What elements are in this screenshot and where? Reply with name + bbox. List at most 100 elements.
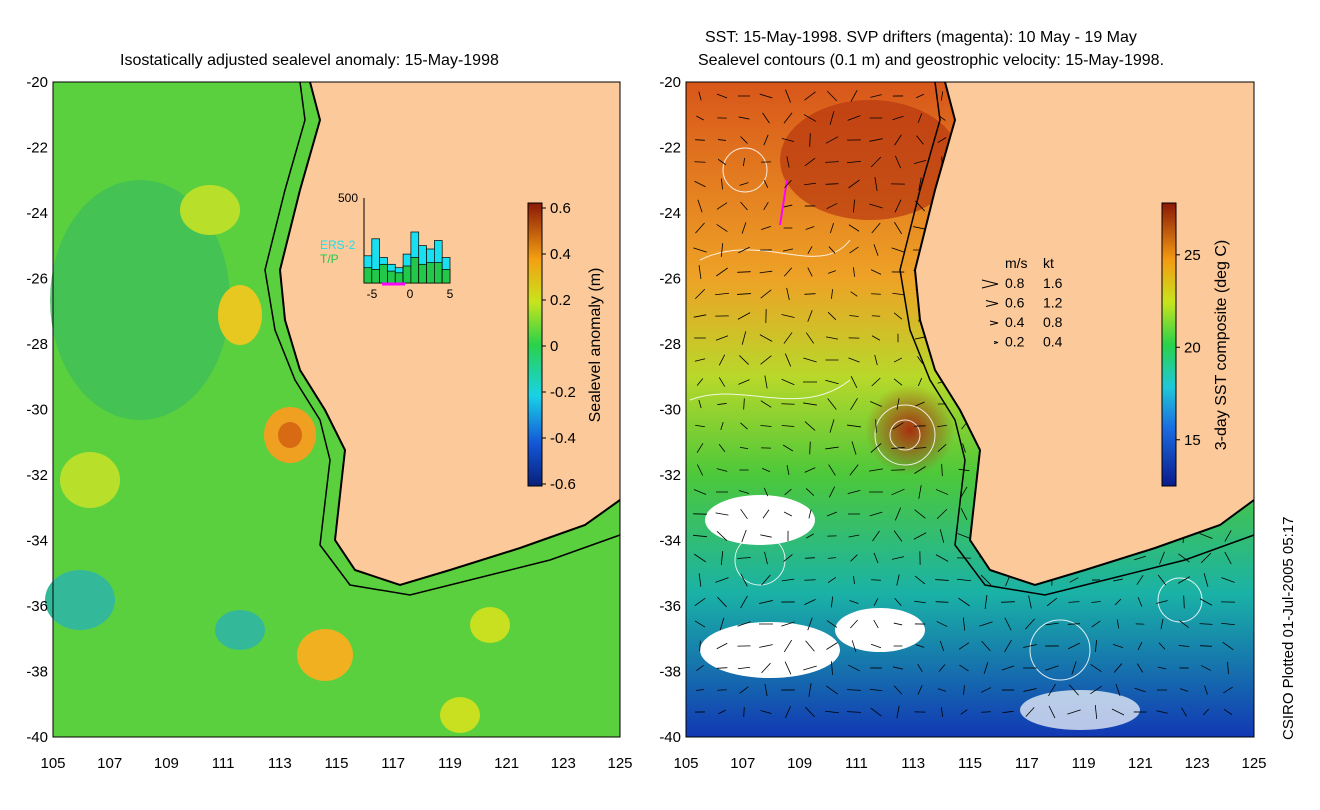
velocity-arrow xyxy=(738,116,750,120)
velocity-arrow xyxy=(804,598,816,606)
velocity-arrow xyxy=(781,621,795,627)
velocity-arrow xyxy=(693,314,707,318)
velocity-arrow xyxy=(741,222,747,234)
velocity-legend-kt: 1.2 xyxy=(1043,295,1063,311)
velocity-arrow xyxy=(784,179,792,189)
lat-tick-label: -26 xyxy=(659,271,681,288)
velocity-arrow xyxy=(1071,661,1077,675)
left-panel-title: Isostatically adjusted sealevel anomaly:… xyxy=(120,52,499,69)
velocity-arrow xyxy=(1157,574,1167,586)
velocity-arrow xyxy=(693,247,707,253)
velocity-arrow xyxy=(808,509,812,519)
velocity-arrow xyxy=(937,688,947,692)
velocity-arrow xyxy=(960,508,968,520)
velocity-arrow xyxy=(917,356,923,364)
velocity-arrow xyxy=(939,640,945,652)
velocity-arrow xyxy=(1112,644,1124,648)
velocity-arrow xyxy=(1203,708,1209,716)
velocity-arrow xyxy=(871,579,881,581)
velocity-arrow xyxy=(1221,577,1235,583)
velocity-arrow xyxy=(962,443,966,453)
inset-xtick-1: 0 xyxy=(407,287,414,301)
velocity-arrow xyxy=(804,421,816,431)
velocity-arrow xyxy=(961,422,967,430)
velocity-arrow xyxy=(1068,601,1080,603)
velocity-arrow xyxy=(803,114,817,122)
inset-bar-tp xyxy=(379,263,388,284)
velocity-arrow xyxy=(1159,551,1165,565)
velocity-arrow xyxy=(721,178,723,190)
velocity-arrow xyxy=(696,378,704,386)
lat-tick-label: -30 xyxy=(26,402,48,419)
velocity-arrow xyxy=(1136,575,1144,585)
velocity-arrow xyxy=(896,705,900,719)
velocity-arrow xyxy=(825,183,839,185)
velocity-arrow xyxy=(760,710,772,714)
lat-tick-label: -26 xyxy=(26,271,48,288)
velocity-arrow xyxy=(1177,576,1191,584)
velocity-arrow xyxy=(781,138,795,142)
lon-tick-label: 111 xyxy=(212,755,235,772)
velocity-arrow xyxy=(694,597,706,607)
velocity-arrow xyxy=(739,446,749,450)
inset-xtick-0: -5 xyxy=(367,287,378,301)
velocity-arrow xyxy=(826,620,838,628)
velocity-arrow xyxy=(894,597,902,607)
velocity-arrow xyxy=(760,400,772,408)
velocity-arrow xyxy=(715,292,729,296)
velocity-legend-arrow xyxy=(985,300,999,307)
velocity-arrow xyxy=(849,315,859,317)
velocity-arrow xyxy=(914,336,926,340)
velocity-arrow xyxy=(1028,595,1032,609)
velocity-arrow xyxy=(760,355,772,365)
inset-bar-tp xyxy=(418,263,427,284)
velocity-arrow xyxy=(916,135,924,145)
velocity-arrow xyxy=(869,688,883,692)
velocity-arrow xyxy=(717,139,727,141)
velocity-arrow xyxy=(737,271,751,273)
velocity-arrow xyxy=(1025,618,1035,630)
colorbar-tick-label: 0.4 xyxy=(550,246,571,263)
velocity-arrow xyxy=(1095,640,1097,652)
velocity-arrow xyxy=(1002,710,1014,714)
velocity-arrow xyxy=(940,707,944,717)
velocity-arrow xyxy=(957,578,971,582)
velocity-arrow xyxy=(784,353,792,367)
velocity-arrow xyxy=(1199,533,1213,539)
velocity-arrow xyxy=(716,530,728,542)
right-colorbar: 25 20 15 3-day SST composite (deg C) xyxy=(1161,202,1230,487)
velocity-arrow xyxy=(825,161,839,163)
velocity-arrow xyxy=(807,246,813,254)
colorbar-tick-label: 0.2 xyxy=(550,292,571,309)
cloud-mask xyxy=(700,622,840,678)
velocity-arrow xyxy=(720,243,724,257)
colorbar-tick-label: -0.6 xyxy=(550,476,576,493)
velocity-arrow xyxy=(918,485,922,499)
velocity-arrow xyxy=(849,464,859,476)
velocity-arrow xyxy=(849,600,859,604)
velocity-arrow xyxy=(743,707,745,717)
velocity-arrow xyxy=(740,201,748,211)
velocity-arrow xyxy=(716,642,728,650)
velocity-arrow xyxy=(808,683,812,697)
velocity-arrow xyxy=(850,398,858,410)
velocity-arrow xyxy=(937,424,947,428)
velocity-arrow xyxy=(891,247,905,253)
lat-tick-label: -24 xyxy=(659,205,681,222)
velocity-arrow xyxy=(696,664,704,672)
velocity-arrow xyxy=(1157,666,1167,670)
velocity-arrow xyxy=(894,134,902,146)
velocity-arrow xyxy=(831,661,833,675)
velocity-arrow xyxy=(782,248,794,252)
velocity-arrow xyxy=(893,622,903,626)
velocity-arrow xyxy=(1223,708,1233,716)
velocity-arrow xyxy=(848,534,860,538)
velocity-arrow xyxy=(1001,665,1015,671)
velocity-arrow xyxy=(853,267,855,277)
velocity-arrow xyxy=(1004,639,1012,653)
colorbar-tick-label: -0.4 xyxy=(550,430,576,447)
velocity-arrow xyxy=(716,267,728,277)
velocity-arrow xyxy=(783,332,793,344)
velocity-arrow xyxy=(1227,661,1229,675)
velocity-arrow xyxy=(1134,687,1146,693)
